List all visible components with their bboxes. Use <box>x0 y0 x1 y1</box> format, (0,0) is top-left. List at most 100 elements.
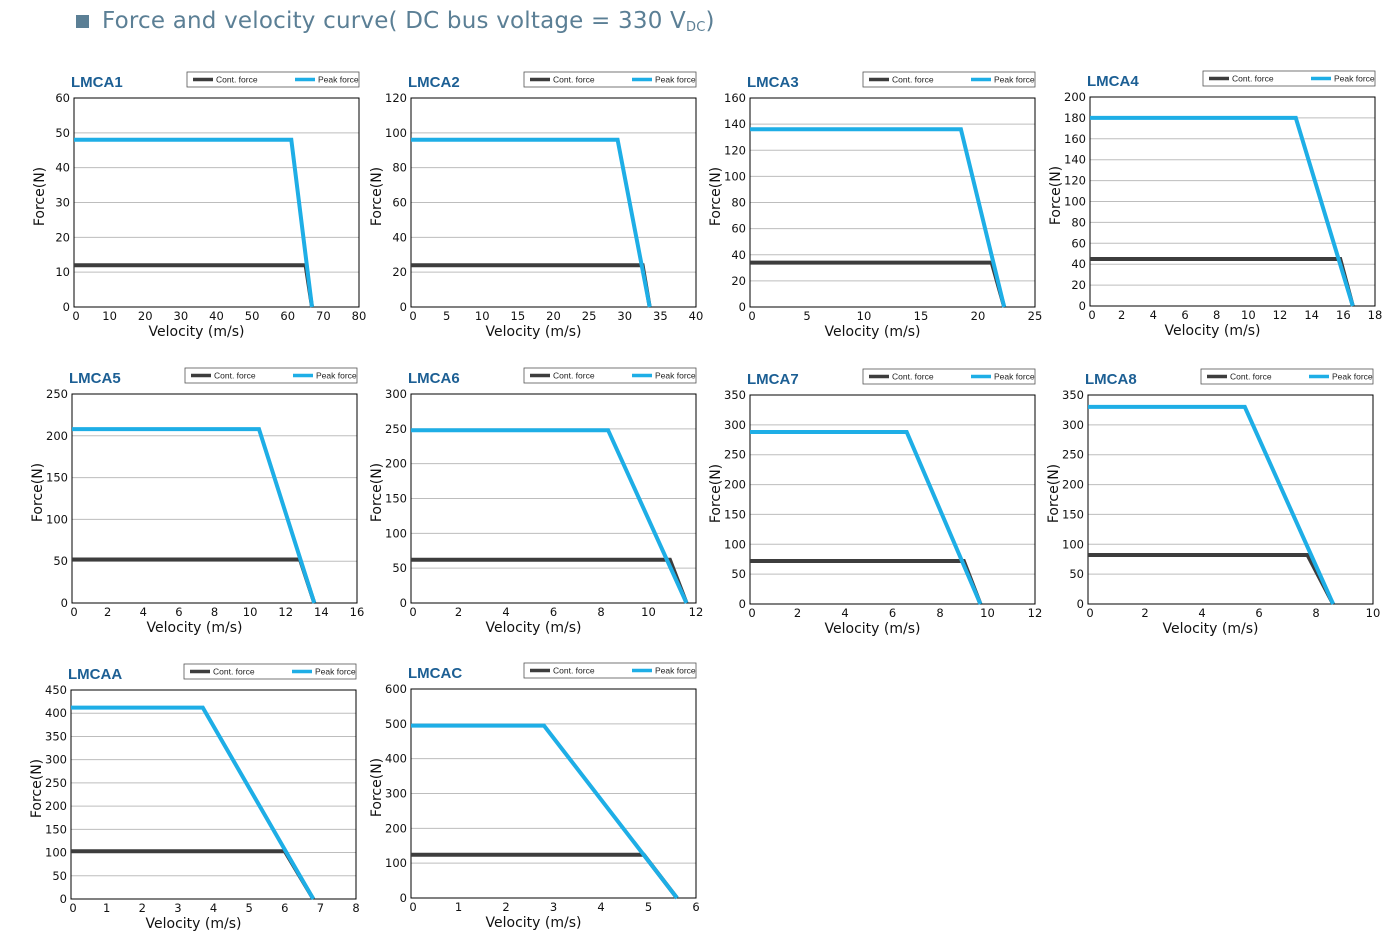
gridlines <box>1088 424 1373 575</box>
chart-legend: Cont. force Peak force <box>523 662 697 679</box>
y-tick-label: 40 <box>731 248 746 262</box>
y-tick-label: 350 <box>724 388 746 402</box>
x-tick-label: 6 <box>175 605 182 619</box>
x-tick-label: 8 <box>211 605 218 619</box>
x-tick-label: 4 <box>597 900 604 914</box>
series-line-cont <box>411 263 652 308</box>
y-tick-label: 20 <box>1071 278 1086 292</box>
x-tick-label: 6 <box>692 900 699 914</box>
x-tick-label: 16 <box>1336 308 1351 322</box>
x-tick-label: 60 <box>280 309 295 323</box>
legend-label-cont: Cont. force <box>213 667 255 677</box>
chart-title: LMCA1 <box>71 74 123 91</box>
y-tick-label: 160 <box>724 91 746 105</box>
x-tick-label: 12 <box>278 605 293 619</box>
x-tick-label: 14 <box>1304 308 1319 322</box>
x-tick-label: 50 <box>245 309 260 323</box>
x-tick-label: 2 <box>794 606 801 620</box>
x-tick-label: 10 <box>475 309 490 323</box>
y-tick-label: 150 <box>46 471 68 485</box>
y-tick-label: 300 <box>385 787 407 801</box>
chart-title: LMCA2 <box>408 74 460 91</box>
y-tick-label: 100 <box>45 846 67 860</box>
y-tick-label: 250 <box>46 387 68 401</box>
y-tick-label: 60 <box>731 222 746 236</box>
y-tick-label: 250 <box>385 422 407 436</box>
y-tick-label: 50 <box>52 869 67 883</box>
chart-legend: Cont. force Peak force <box>183 663 357 680</box>
legend-label-cont: Cont. force <box>553 666 595 676</box>
series-line-peak <box>411 428 689 604</box>
y-tick-label: 400 <box>45 706 67 720</box>
x-tick-label: 6 <box>281 901 288 915</box>
y-tick-label: 200 <box>724 478 746 492</box>
x-axis-label: Velocity (m/s) <box>1165 323 1261 339</box>
y-tick-label: 100 <box>46 512 68 526</box>
x-tick-label: 3 <box>174 901 181 915</box>
chart-lmcac: 0 100 200 300 400 500 600 0 1 2 3 4 5 6 Velocity (m/s)… <box>369 662 700 931</box>
x-axis-label: Velocity (m/s) <box>486 620 582 636</box>
x-tick-label: 10 <box>1366 606 1381 620</box>
series-line-cont <box>74 263 314 308</box>
y-tick-label: 30 <box>55 196 70 210</box>
gridlines <box>411 428 696 569</box>
chart-title: LMCA4 <box>1087 73 1139 90</box>
x-tick-label: 6 <box>1255 606 1262 620</box>
x-tick-label: 14 <box>314 605 329 619</box>
y-tick-label: 0 <box>1079 299 1086 313</box>
chart-legend: Cont. force Peak force <box>862 368 1036 385</box>
series-line-peak <box>71 705 316 900</box>
y-tick-label: 120 <box>1064 174 1086 188</box>
x-tick-label: 5 <box>645 900 652 914</box>
y-axis-label: Force(N) <box>1046 464 1062 523</box>
y-tick-label: 100 <box>1062 537 1084 551</box>
x-tick-label: 70 <box>316 309 331 323</box>
x-tick-label: 0 <box>409 605 416 619</box>
y-tick-label: 0 <box>60 892 67 906</box>
series-line-peak <box>411 137 652 308</box>
y-tick-label: 450 <box>45 683 67 697</box>
chart-legend: Cont. force Peak force <box>523 71 697 88</box>
y-tick-label: 400 <box>385 752 407 766</box>
x-tick-label: 4 <box>210 901 217 915</box>
y-tick-label: 100 <box>724 537 746 551</box>
x-tick-label: 15 <box>511 309 526 323</box>
y-tick-label: 200 <box>1064 90 1086 104</box>
series-line-cont <box>750 559 983 605</box>
x-tick-label: 2 <box>455 605 462 619</box>
series-line-cont <box>750 260 1007 308</box>
x-tick-label: 10 <box>980 606 995 620</box>
x-tick-label: 5 <box>245 901 252 915</box>
x-tick-label: 0 <box>748 309 755 323</box>
legend-label-peak: Peak force <box>1334 74 1375 84</box>
chart-title: LMCAC <box>408 665 462 682</box>
y-axis-label: Force(N) <box>30 463 46 522</box>
chart-legend: Cont. force Peak force <box>184 367 358 384</box>
x-axis-label: Velocity (m/s) <box>146 916 242 932</box>
page-heading: Force and velocity curve( DC bus voltage… <box>76 6 715 36</box>
plot-frame <box>410 393 697 604</box>
y-tick-label: 40 <box>392 230 407 244</box>
x-axis-label: Velocity (m/s) <box>149 324 245 340</box>
y-tick-label: 150 <box>724 507 746 521</box>
page-title-end: ) <box>705 7 715 34</box>
legend-label-cont: Cont. force <box>892 75 934 85</box>
y-tick-label: 100 <box>724 169 746 183</box>
y-tick-label: 50 <box>731 567 746 581</box>
y-tick-label: 150 <box>45 822 67 836</box>
x-tick-label: 20 <box>971 309 986 323</box>
series-line-peak <box>750 127 1007 308</box>
legend-label-peak: Peak force <box>316 371 357 381</box>
x-tick-label: 8 <box>936 606 943 620</box>
x-tick-label: 3 <box>550 900 557 914</box>
legend-label-cont: Cont. force <box>892 372 934 382</box>
x-tick-label: 6 <box>550 605 557 619</box>
legend-label-cont: Cont. force <box>553 371 595 381</box>
y-tick-label: 180 <box>1064 111 1086 125</box>
series-line-cont <box>411 557 689 604</box>
x-tick-label: 0 <box>409 900 416 914</box>
y-axis-label: Force(N) <box>708 464 724 523</box>
plot-frame <box>1087 394 1374 605</box>
y-tick-label: 40 <box>1071 257 1086 271</box>
y-tick-label: 20 <box>392 265 407 279</box>
